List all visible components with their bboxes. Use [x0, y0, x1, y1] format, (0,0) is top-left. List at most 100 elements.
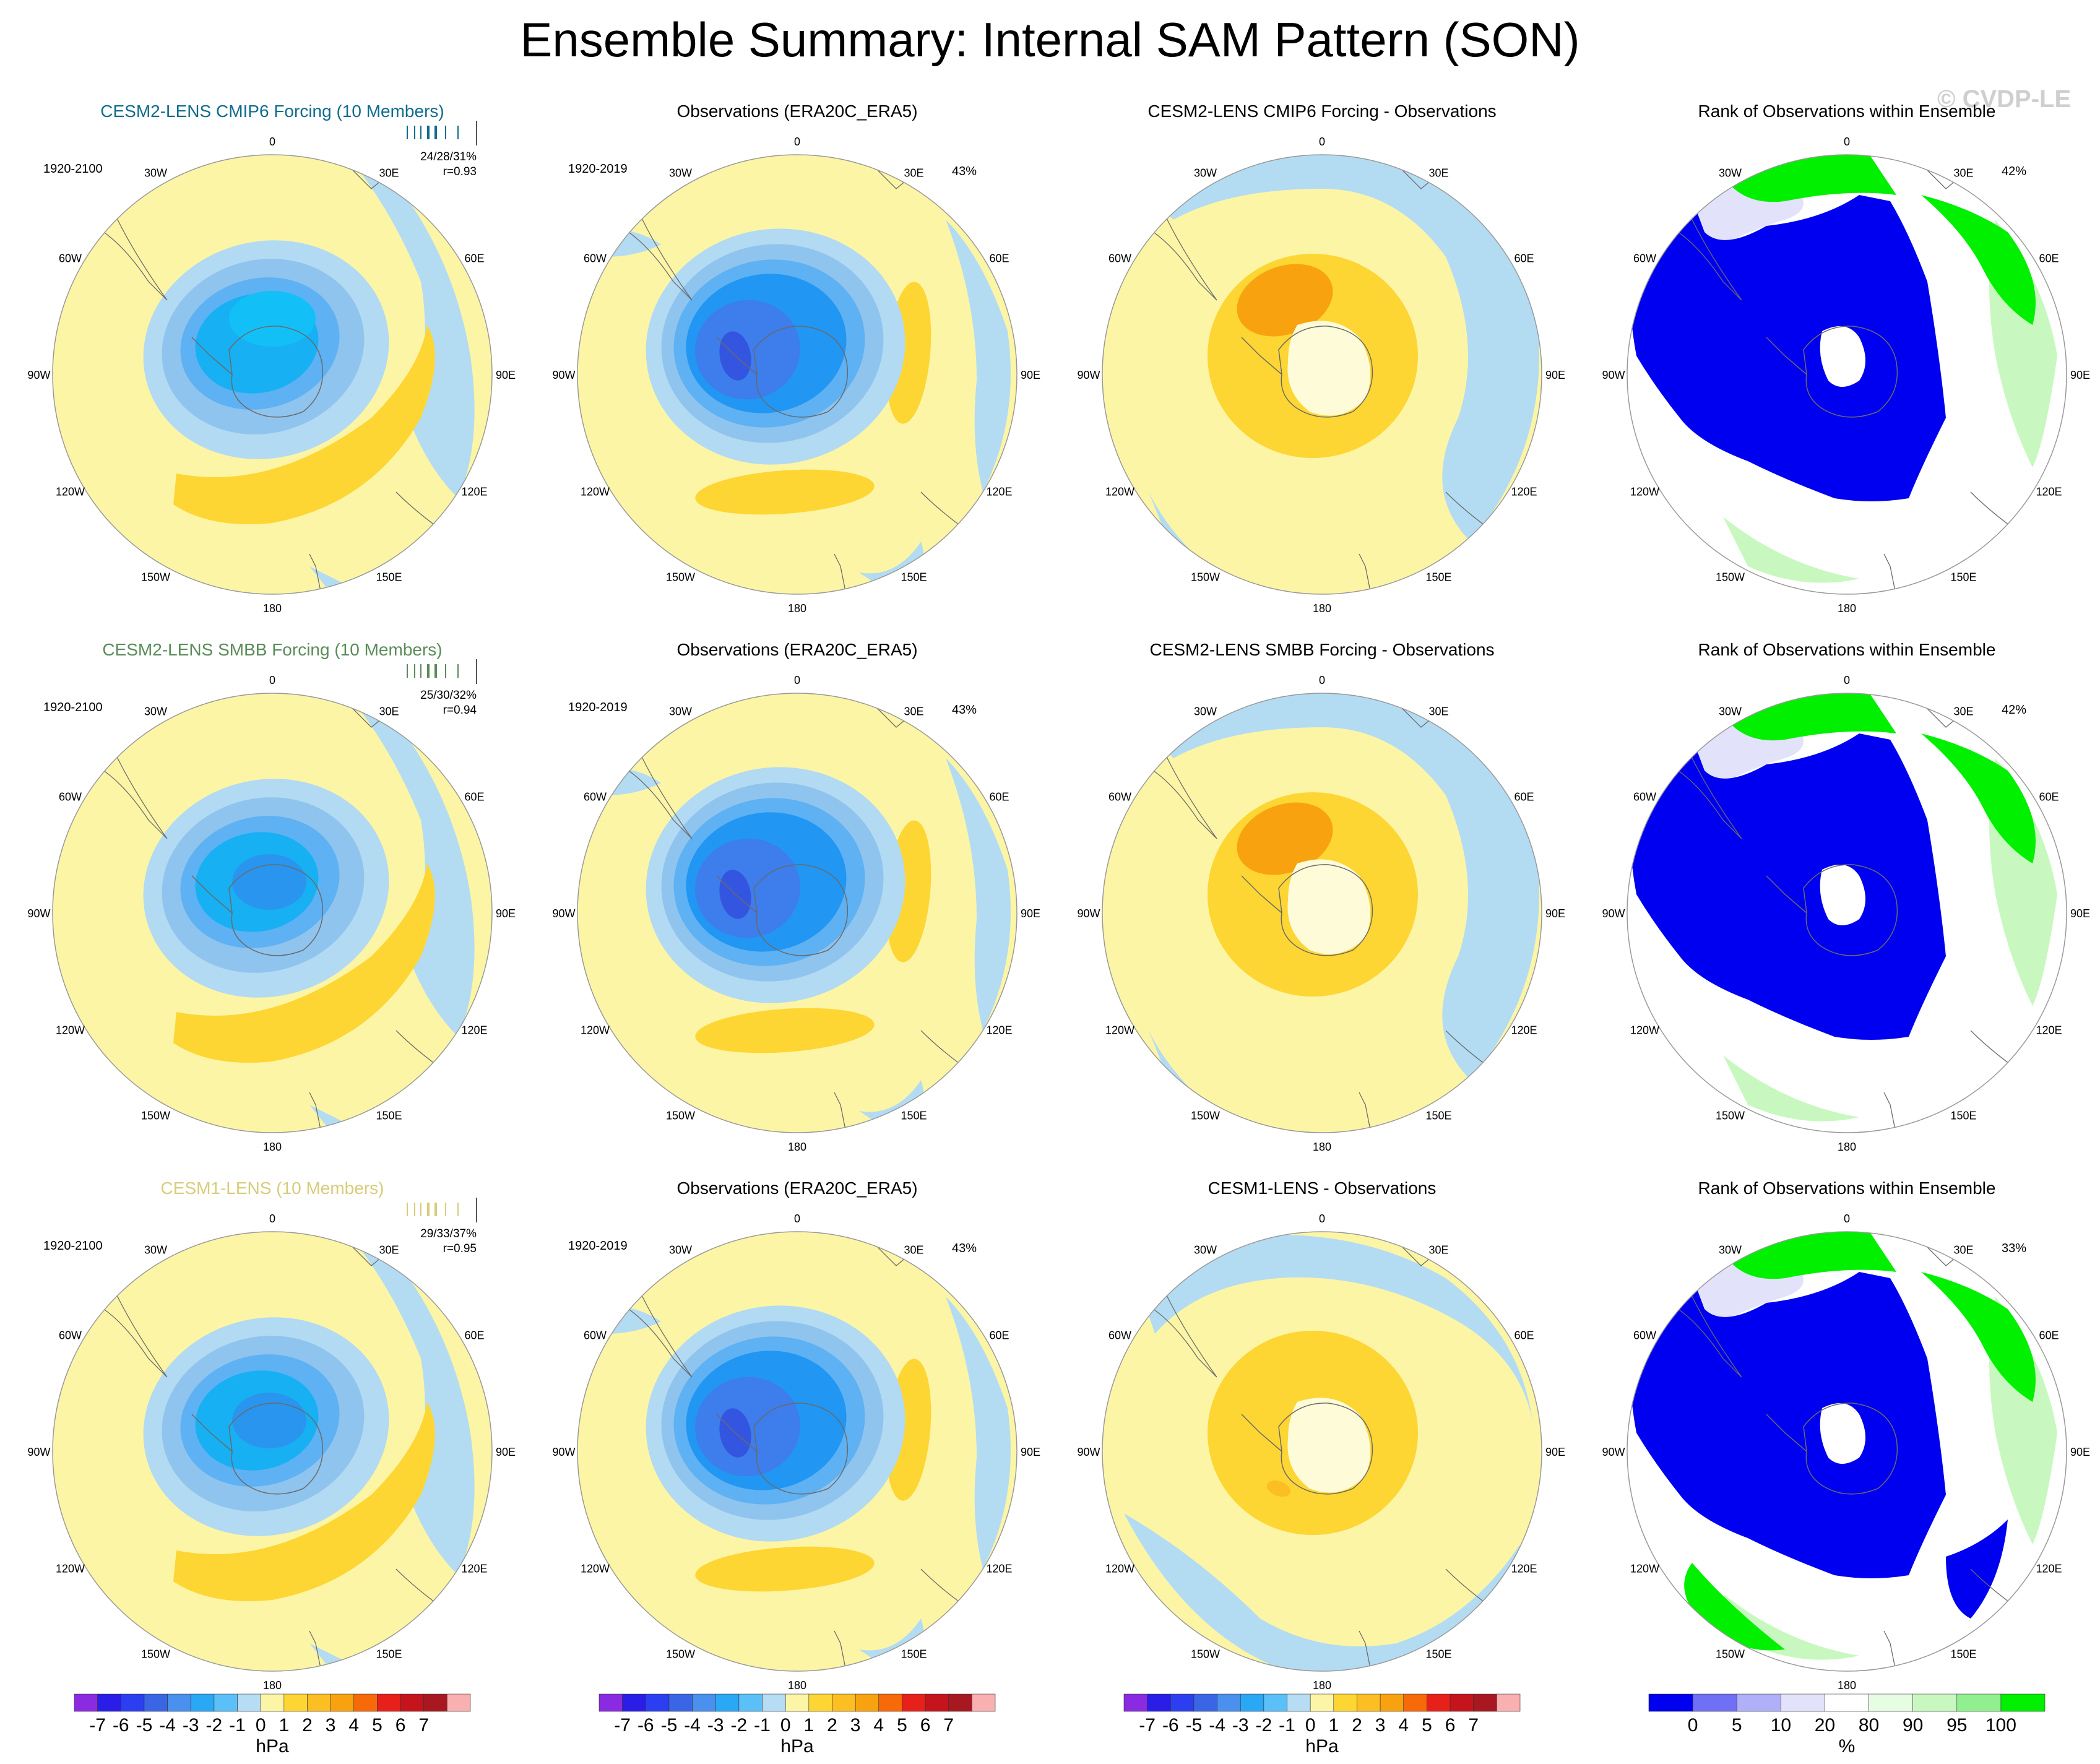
orange-contour-2 [1237, 802, 1333, 875]
lon-label: 30W [144, 1244, 167, 1256]
panel-title: Observations (ERA20C_ERA5) [676, 640, 917, 659]
map-field [1627, 1232, 2067, 1671]
nz-coastline [1883, 1092, 1897, 1133]
lon-label: 60E [464, 1329, 484, 1342]
map-border [1627, 693, 2067, 1133]
lon-label: 90E [1021, 369, 1040, 381]
lon-label: 180 [1838, 1679, 1856, 1692]
colorbar-swatch [1193, 1693, 1217, 1712]
panel-title: Observations (ERA20C_ERA5) [676, 1178, 917, 1198]
colorbar-hpa: -7 -6 -5 -4 -3 -2 -1 0 1 2 3 4 5 6 7 hPa [581, 1693, 1014, 1761]
colorbar-swatch [1403, 1693, 1427, 1712]
light-blue-patch [946, 758, 1011, 1031]
lon-label: 120W [581, 1563, 610, 1575]
percent-label: 33% [2002, 1242, 2026, 1255]
colorbar-tick-label: 0 [256, 1715, 266, 1736]
light-blue-patch [359, 709, 475, 1037]
colorbar-tick-label: -1 [1279, 1715, 1295, 1736]
colorbar-swatch [668, 1693, 693, 1712]
lon-label: 90W [1077, 1446, 1100, 1458]
colorbar-tick-label: 5 [897, 1715, 907, 1736]
map-field [577, 1232, 1017, 1671]
colorbar-tick-label: -3 [1232, 1715, 1249, 1736]
lon-label: 30W [144, 167, 167, 179]
lon-label: 90E [2070, 907, 2090, 920]
light-blue-patch [359, 1247, 475, 1575]
peninsula-coastline [191, 1414, 233, 1452]
colorbar-swatch [330, 1693, 355, 1712]
nz-coastline [309, 1630, 322, 1671]
ensemble-tick-indicator [407, 659, 477, 684]
antarctica-coastline [753, 326, 849, 418]
map-svg: 0 30E 60E 90E 120E 150E 180 150W 120W 90W 60W 30W CE… [1077, 102, 1565, 615]
lon-label: 150W [666, 571, 695, 583]
lon-label: 60W [1108, 253, 1131, 265]
lon-label: 90W [1602, 369, 1625, 381]
peninsula-coastline [1766, 875, 1807, 914]
light-blue-patch [946, 220, 1011, 492]
map-svg: 0 30E 60E 90E 120E 150E 180 150W 120W 90W 60W 30W CE… [1077, 640, 1565, 1153]
lon-label: 90W [552, 369, 575, 381]
map-border [577, 1231, 1018, 1672]
lon-label: 120E [2036, 486, 2062, 498]
colorbar-tick-label: -5 [661, 1715, 678, 1736]
map-field [1102, 155, 1542, 594]
peninsula-coastline [191, 875, 233, 914]
lon-label: 120E [986, 1563, 1012, 1575]
colorbar-swatch [1781, 1693, 1825, 1712]
colorbar-unit: hPa [256, 1736, 289, 1757]
colorbar-swatch [1736, 1693, 1781, 1712]
colorbar-tick-label: 2 [1352, 1715, 1362, 1736]
lon-label: 60E [2039, 1329, 2059, 1342]
peninsula-coastline [1241, 337, 1282, 375]
colorbar-tick-label: -3 [707, 1715, 724, 1736]
colorbar-tick-label: -4 [1209, 1715, 1225, 1736]
colorbar-hpa: -7 -6 -5 -4 -3 -2 -1 0 1 2 3 4 5 6 7 hPa [56, 1693, 489, 1761]
map-panel-rank: 0 30E 60E 90E 120E 150E 180 150W 120W 90W 60W 30W Ra… [1599, 1173, 2100, 1711]
rank-pale-zone [1723, 1055, 1859, 1122]
lon-label: 150W [1716, 571, 1745, 583]
lon-label: 60E [1514, 791, 1534, 803]
lon-label: 30E [379, 1244, 399, 1256]
map-panel-rank: 0 30E 60E 90E 120E 150E 180 150W 120W 90W 60W 30W Ra… [1599, 96, 2100, 634]
lon-label: 120W [1105, 486, 1134, 498]
colorbar-swatch [598, 1693, 623, 1712]
lon-label: 60E [464, 253, 484, 265]
peninsula-coastline [1766, 337, 1807, 375]
lon-label: 30E [904, 1244, 923, 1256]
rank-green-zone [1717, 693, 1896, 741]
watermark-text: © CVDP-LE [1937, 85, 2072, 113]
rank-green-zone [1717, 1232, 1896, 1279]
peninsula-coastline [716, 337, 758, 375]
colorbar-swatch [423, 1693, 447, 1712]
lon-label: 90E [496, 369, 516, 381]
colorbar-swatch [190, 1693, 215, 1712]
rank-blue-zone [1946, 1520, 2008, 1619]
rank-green-zone [1717, 155, 1896, 202]
percent-label: 43% [952, 165, 977, 178]
colorbar-svg: -7 -6 -5 -4 -3 -2 -1 0 1 2 3 4 5 6 7 hPa [1123, 1693, 1521, 1757]
peninsula-coastline [191, 337, 233, 375]
colorbar-tick-label: 95 [1947, 1715, 1967, 1736]
lon-label: 150E [376, 1648, 402, 1660]
colorbar-tick-label: 1 [803, 1715, 814, 1736]
lon-label: 90E [1545, 1446, 1565, 1458]
colorbar-tick-label: 5 [1732, 1715, 1742, 1736]
lon-label: 120W [1630, 486, 1659, 498]
colorbar-swatch [1450, 1693, 1474, 1712]
lon-label: 150E [1950, 571, 1976, 583]
antarctica-interior [1287, 1398, 1370, 1493]
lon-label: 0 [794, 674, 800, 686]
lon-label: 120W [56, 1563, 85, 1575]
colorbar-swatch [855, 1693, 879, 1712]
lon-label: 90E [496, 907, 516, 920]
lon-label: 0 [1319, 136, 1325, 148]
colorbar-swatch [1333, 1693, 1357, 1712]
period-label: 1920-2019 [568, 162, 628, 176]
colorbar-tick-label: -7 [614, 1715, 631, 1736]
orange-crescent [173, 1402, 435, 1601]
correlation-label: r=0.95 [443, 1242, 477, 1255]
period-label: 1920-2100 [43, 162, 103, 176]
light-blue-patch [359, 170, 475, 498]
colorbar-swatch [1497, 1693, 1521, 1712]
